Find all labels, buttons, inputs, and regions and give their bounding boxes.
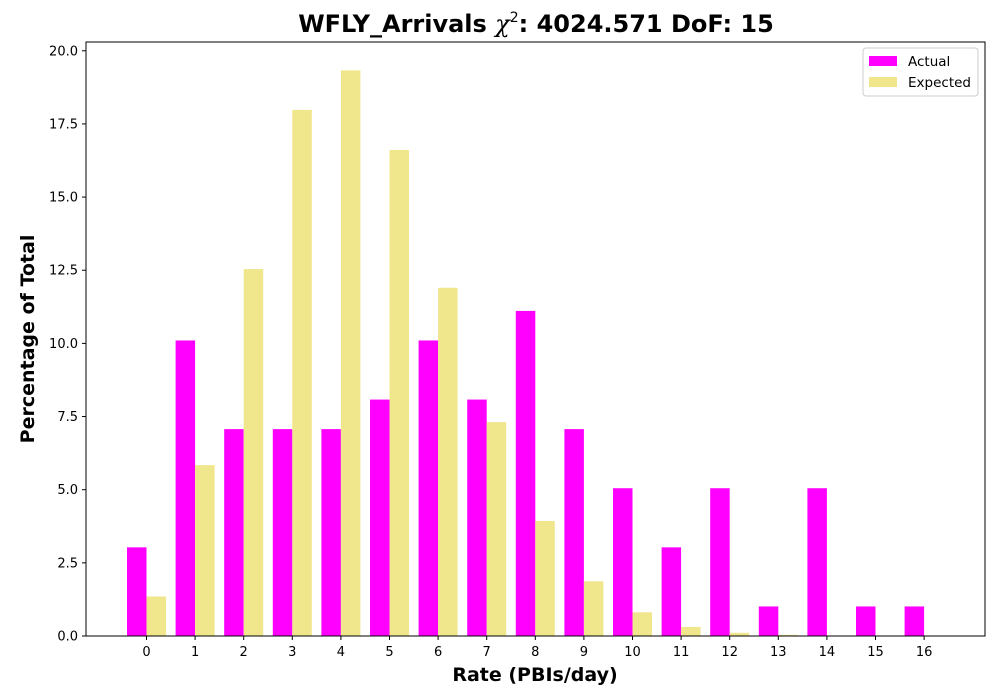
bar-actual-11 <box>661 547 682 636</box>
x-tick-label: 11 <box>673 645 690 660</box>
x-tick-label: 13 <box>770 645 787 660</box>
y-tick-label: 12.5 <box>49 264 78 279</box>
x-tick-label: 8 <box>531 645 539 660</box>
x-tick-label: 0 <box>142 645 150 660</box>
bar-actual-13 <box>758 606 779 636</box>
chart-title: WFLY_Arrivals χ2: 4024.571 DoF: 15 <box>298 10 774 38</box>
bars-layer <box>127 70 925 636</box>
x-tick-label: 14 <box>819 645 836 660</box>
bar-actual-8 <box>515 310 536 636</box>
bar-expected-2 <box>243 269 264 636</box>
bar-expected-9 <box>583 581 604 636</box>
x-tick-label: 5 <box>385 645 393 660</box>
bar-expected-12 <box>729 632 750 636</box>
bar-actual-1 <box>175 340 196 636</box>
bar-actual-5 <box>370 399 390 636</box>
bar-expected-6 <box>438 287 458 636</box>
bar-expected-1 <box>195 465 215 636</box>
bar-actual-15 <box>856 606 876 636</box>
bar-expected-3 <box>292 109 312 636</box>
bar-expected-10 <box>632 612 652 636</box>
y-axis-label: Percentage of Total <box>17 235 39 444</box>
bar-expected-8 <box>535 521 555 636</box>
y-tick-label: 7.5 <box>57 410 78 425</box>
y-tick-label: 20.0 <box>49 44 78 59</box>
x-tick-label: 15 <box>867 645 884 660</box>
bar-expected-11 <box>681 626 701 636</box>
bar-actual-9 <box>564 429 584 636</box>
y-tick-label: 0.0 <box>57 630 78 645</box>
legend-swatch-expected <box>869 77 897 87</box>
x-tick-label: 9 <box>580 645 588 660</box>
bar-actual-16 <box>904 606 925 636</box>
x-axis-label: Rate (PBIs/day) <box>452 664 617 686</box>
y-tick-label: 10.0 <box>49 337 78 352</box>
x-tick-label: 16 <box>916 645 933 660</box>
legend-label-actual: Actual <box>908 54 950 70</box>
bar-expected-4 <box>340 70 361 636</box>
x-tick-label: 10 <box>624 645 641 660</box>
legend-label-expected: Expected <box>908 75 971 91</box>
bar-actual-4 <box>321 429 341 636</box>
legend-swatch-actual <box>869 56 897 66</box>
x-tick-label: 1 <box>191 645 199 660</box>
bar-expected-7 <box>486 422 507 636</box>
bar-actual-10 <box>613 488 633 636</box>
bar-expected-0 <box>146 596 166 636</box>
bar-actual-12 <box>710 488 730 636</box>
y-ticks: 0.0 2.5 5.0 7.5 10.0 12.5 15.0 17.5 20.0 <box>49 44 86 645</box>
y-tick-label: 17.5 <box>49 117 78 132</box>
y-tick-label: 2.5 <box>57 556 78 571</box>
bar-actual-7 <box>467 399 487 636</box>
y-tick-label: 5.0 <box>57 483 78 498</box>
x-tick-label: 6 <box>434 645 442 660</box>
bar-actual-14 <box>807 488 827 636</box>
x-tick-label: 2 <box>240 645 248 660</box>
plot-frame <box>85 41 986 637</box>
x-ticks: 0 1 2 3 4 5 6 7 8 9 10 11 12 13 14 15 16 <box>142 636 932 660</box>
x-tick-label: 3 <box>288 645 296 660</box>
y-tick-label: 15.0 <box>49 191 78 206</box>
bar-actual-6 <box>418 340 439 636</box>
bar-actual-2 <box>224 429 244 636</box>
bar-actual-0 <box>127 547 147 636</box>
x-tick-label: 12 <box>721 645 738 660</box>
x-tick-label: 7 <box>483 645 491 660</box>
legend: Actual Expected <box>862 47 979 97</box>
bar-expected-5 <box>389 149 409 636</box>
bar-actual-3 <box>272 429 293 636</box>
x-tick-label: 4 <box>337 645 345 660</box>
bar-expected-13 <box>778 634 798 636</box>
